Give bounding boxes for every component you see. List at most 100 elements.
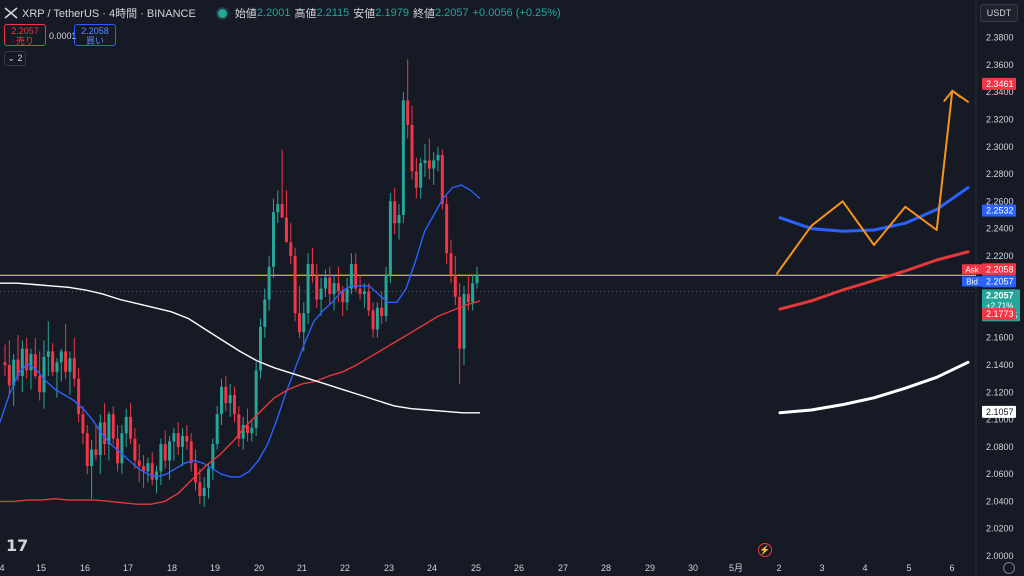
candle-body (336, 283, 340, 292)
candle-body (98, 422, 102, 456)
candle-body (410, 124, 414, 172)
candle-body (228, 395, 232, 404)
candle-body (220, 386, 223, 415)
candle-body (202, 487, 206, 496)
candle-body (68, 358, 72, 372)
settings-icon[interactable] (1003, 562, 1015, 574)
close-label: 終値 (412, 8, 435, 20)
price-tag-ask (962, 264, 982, 275)
candle-body (293, 255, 297, 314)
candle-body (120, 433, 124, 464)
currency-button[interactable]: USDT (980, 4, 1018, 22)
price-label-value: 2.1057 (986, 407, 1014, 417)
y-tick-label: 2.1600 (986, 333, 1014, 343)
y-tick-label: 2.1400 (986, 360, 1014, 370)
y-tick-label: 2.1200 (986, 387, 1014, 397)
last-price-value: 2.2057 (986, 290, 1014, 300)
price-label-value: 2.2058 (986, 264, 1014, 274)
candle-body (354, 264, 358, 289)
x-tick-label: 23 (384, 563, 394, 573)
price-label-badge (982, 405, 1016, 418)
candle-body (59, 351, 63, 363)
x-tick-label: 30 (688, 563, 698, 573)
x-tick-label: 24 (427, 563, 437, 573)
candle-body (453, 274, 457, 297)
candle-body (85, 433, 89, 466)
candle-body (29, 354, 33, 371)
candle-body (471, 283, 475, 303)
candle-body (254, 370, 258, 428)
candle-body (207, 468, 211, 488)
price-label-badge (982, 77, 1016, 90)
candle-body (107, 414, 111, 445)
candle-body (401, 100, 405, 215)
moving-average-red (0, 300, 481, 505)
forecast-arrowhead-icon (943, 89, 962, 102)
candle-body (176, 433, 180, 447)
candle-body (25, 348, 29, 371)
candle-body (397, 214, 401, 224)
candle-body (129, 416, 133, 439)
y-tick-label: 2.0200 (986, 524, 1014, 534)
last-price-change: +2.71% (986, 301, 1013, 310)
candle-body (445, 204, 449, 254)
candle-body (427, 160, 431, 169)
price-label-value: 2.2532 (986, 206, 1014, 216)
price-tag-label: Bid (966, 277, 978, 286)
candle-body (423, 160, 427, 164)
x-tick-label: 17 (123, 563, 133, 573)
candle-body (332, 283, 336, 295)
moving-average-white (0, 282, 480, 414)
close-value: 2.2057 (434, 7, 469, 19)
candle-body (124, 416, 128, 434)
x-tick-label: 4 (862, 563, 867, 573)
forecast-path-blue (778, 186, 970, 233)
candle-body (42, 356, 46, 393)
candle-body (328, 277, 332, 295)
spread-value: 0.0001 (49, 31, 77, 41)
candle-body (155, 471, 159, 480)
x-tick-label: 16 (80, 563, 90, 573)
x-tick-label: 20 (254, 563, 264, 573)
y-tick-label: 2.1000 (986, 415, 1014, 425)
y-tick-label: 2.3000 (986, 142, 1014, 152)
candle-body (406, 100, 410, 125)
candle-body (51, 351, 55, 372)
lightning-icon[interactable]: ⚡ (758, 543, 772, 557)
candle-body (349, 264, 353, 289)
high-value: 2.2115 (316, 7, 350, 19)
candle-body (133, 438, 137, 461)
price-label-badge (982, 275, 1016, 288)
candle-body (237, 414, 241, 439)
xrp-logo-icon (4, 7, 18, 19)
candle-body (232, 395, 236, 415)
symbol-title[interactable]: XRP / TetherUS · 4時間 · BINANCE (22, 8, 196, 20)
candle-body (189, 441, 193, 464)
y-tick-label: 2.2600 (986, 196, 1014, 206)
buy-button[interactable]: 2.2058 買い (74, 24, 116, 46)
low-value: 2.1979 (375, 7, 409, 19)
price-axis-panel (976, 0, 1024, 576)
price-label-value: 2.1773 (986, 309, 1014, 319)
x-tick-label: 6 (949, 563, 954, 573)
candle-body (345, 288, 349, 303)
candle-body (94, 449, 98, 456)
chevron-down-icon: ⌄ (7, 53, 15, 63)
x-tick-label: 25 (471, 563, 481, 573)
candle-body (245, 425, 249, 434)
candle-body (371, 310, 375, 330)
candle-body (46, 351, 50, 357)
candle-body (462, 294, 466, 349)
candle-body (302, 313, 306, 333)
y-tick-label: 2.0600 (986, 469, 1014, 479)
candle-body (319, 288, 323, 300)
candle-body (194, 463, 198, 483)
candle-body (271, 212, 275, 267)
candle-body (280, 204, 284, 218)
x-tick-label: 29 (645, 563, 655, 573)
sell-button[interactable]: 2.2057 売り (4, 24, 46, 46)
indicator-toggle[interactable]: ⌄ 2 (4, 51, 26, 66)
x-tick-label: 18 (167, 563, 177, 573)
x-tick-label: 2 (776, 563, 781, 573)
